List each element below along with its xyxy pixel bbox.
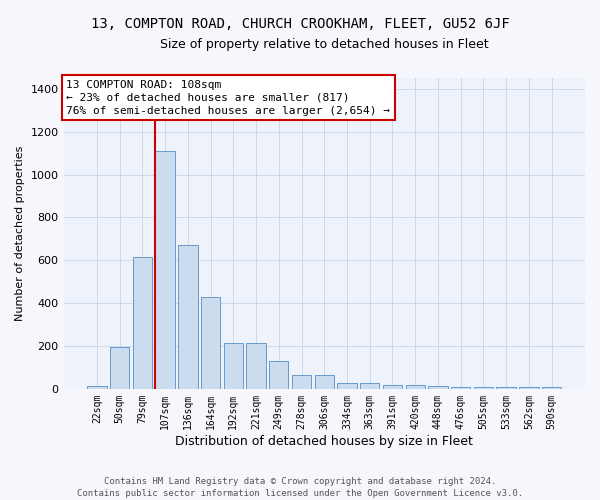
Text: Contains HM Land Registry data © Crown copyright and database right 2024.
Contai: Contains HM Land Registry data © Crown c… bbox=[77, 476, 523, 498]
Bar bbox=[451, 386, 470, 389]
Bar bbox=[314, 375, 334, 389]
Bar bbox=[201, 296, 220, 389]
Bar bbox=[360, 383, 379, 389]
Bar bbox=[155, 151, 175, 389]
Bar bbox=[178, 245, 197, 389]
Bar bbox=[269, 361, 289, 389]
Y-axis label: Number of detached properties: Number of detached properties bbox=[15, 146, 25, 321]
Bar bbox=[133, 257, 152, 389]
Bar bbox=[542, 386, 561, 389]
Text: 13 COMPTON ROAD: 108sqm
← 23% of detached houses are smaller (817)
76% of semi-d: 13 COMPTON ROAD: 108sqm ← 23% of detache… bbox=[66, 80, 390, 116]
Bar bbox=[383, 384, 402, 389]
Bar bbox=[337, 383, 356, 389]
Bar bbox=[224, 343, 243, 389]
Bar bbox=[428, 386, 448, 389]
Bar bbox=[292, 375, 311, 389]
Bar bbox=[519, 386, 539, 389]
Bar bbox=[247, 343, 266, 389]
Bar bbox=[87, 386, 107, 389]
Bar bbox=[496, 386, 516, 389]
Bar bbox=[474, 386, 493, 389]
Bar bbox=[110, 347, 130, 389]
Bar bbox=[406, 384, 425, 389]
Text: 13, COMPTON ROAD, CHURCH CROOKHAM, FLEET, GU52 6JF: 13, COMPTON ROAD, CHURCH CROOKHAM, FLEET… bbox=[91, 18, 509, 32]
Title: Size of property relative to detached houses in Fleet: Size of property relative to detached ho… bbox=[160, 38, 488, 51]
X-axis label: Distribution of detached houses by size in Fleet: Distribution of detached houses by size … bbox=[175, 434, 473, 448]
